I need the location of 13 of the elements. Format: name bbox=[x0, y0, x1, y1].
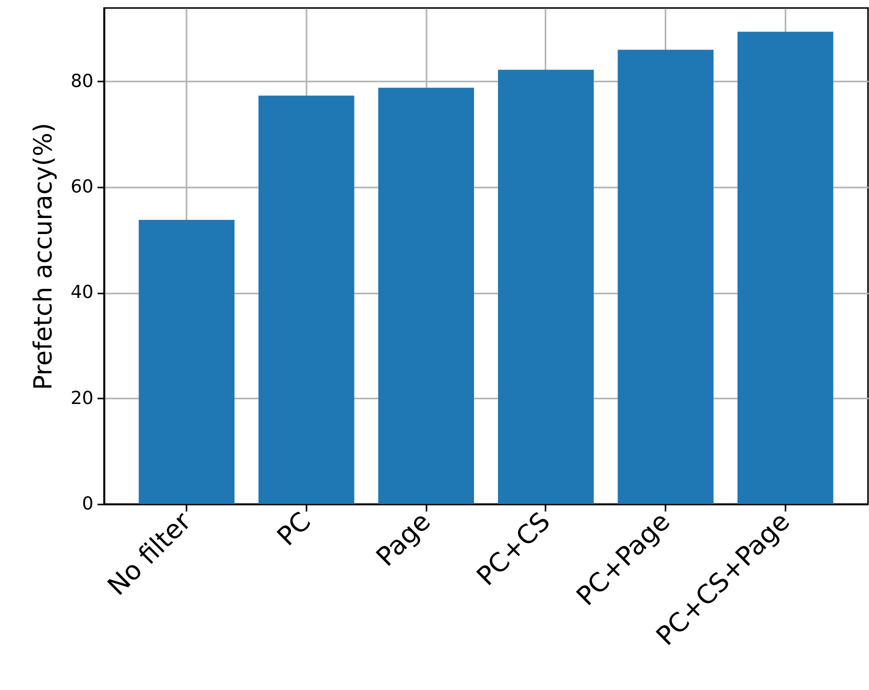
bar bbox=[258, 96, 354, 504]
y-tick-label: 20 bbox=[70, 388, 94, 409]
y-axis-title: Prefetch accuracy(%) bbox=[28, 122, 58, 390]
y-tick-label: 80 bbox=[70, 70, 94, 92]
bar bbox=[378, 88, 474, 504]
y-tick-label: 40 bbox=[70, 282, 94, 304]
y-tick-label: 60 bbox=[70, 176, 94, 198]
y-tick-label: 0 bbox=[82, 494, 94, 514]
bar bbox=[138, 220, 235, 504]
bar bbox=[618, 50, 714, 504]
x-tick-label: PC bbox=[272, 506, 317, 552]
bar bbox=[737, 32, 834, 504]
bar bbox=[498, 70, 594, 504]
